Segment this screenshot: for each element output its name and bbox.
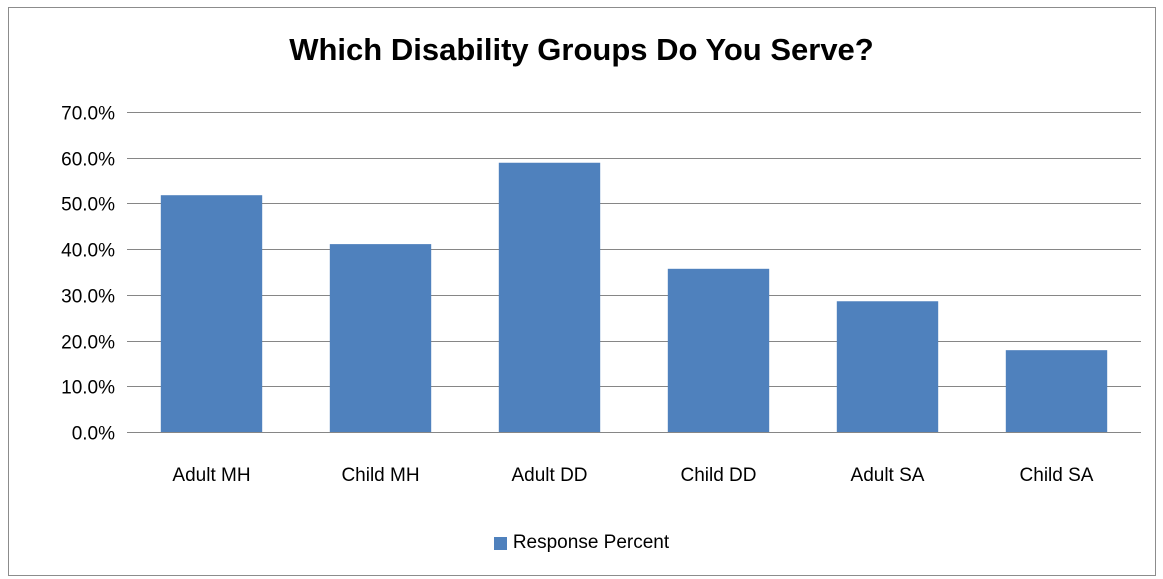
- legend-swatch: [493, 536, 507, 550]
- y-tick-label: 10.0%: [61, 378, 115, 399]
- gridlines: [127, 112, 1141, 433]
- x-axis-tick-labels: Adult MH Child MH Adult DD Child DD Adult SA…: [172, 465, 1093, 486]
- y-tick-label: 50.0%: [61, 195, 115, 216]
- y-tick-label: 0.0%: [72, 424, 115, 445]
- bar-adult-mh: [160, 195, 263, 432]
- bar-child-mh: [329, 244, 432, 432]
- bar-adult-dd: [498, 162, 601, 432]
- legend-item: Response Percent: [493, 532, 670, 554]
- chart-title: Which Disability Groups Do You Serve?: [289, 32, 874, 67]
- bar-series: [160, 162, 1108, 432]
- x-tick-label: Adult SA: [851, 465, 925, 486]
- legend-label: Response Percent: [512, 532, 670, 553]
- y-axis-tick-labels: 0.0% 10.0% 20.0% 30.0% 40.0% 50.0% 60.0% 70.0%: [61, 104, 115, 445]
- y-tick-label: 20.0%: [61, 333, 115, 354]
- y-tick-label: 70.0%: [61, 104, 115, 125]
- x-tick-label: Child SA: [1020, 465, 1094, 486]
- y-tick-label: 40.0%: [61, 241, 115, 262]
- bar-child-sa: [1005, 350, 1108, 432]
- y-tick-label: 30.0%: [61, 287, 115, 308]
- x-tick-label: Child MH: [341, 465, 419, 486]
- y-tick-label: 60.0%: [61, 150, 115, 171]
- x-tick-label: Adult MH: [172, 465, 250, 486]
- bar-child-dd: [667, 268, 770, 432]
- legend: Response Percent: [0, 532, 1163, 556]
- bar-adult-sa: [836, 301, 939, 432]
- x-tick-label: Adult DD: [511, 465, 587, 486]
- x-tick-label: Child DD: [680, 465, 756, 486]
